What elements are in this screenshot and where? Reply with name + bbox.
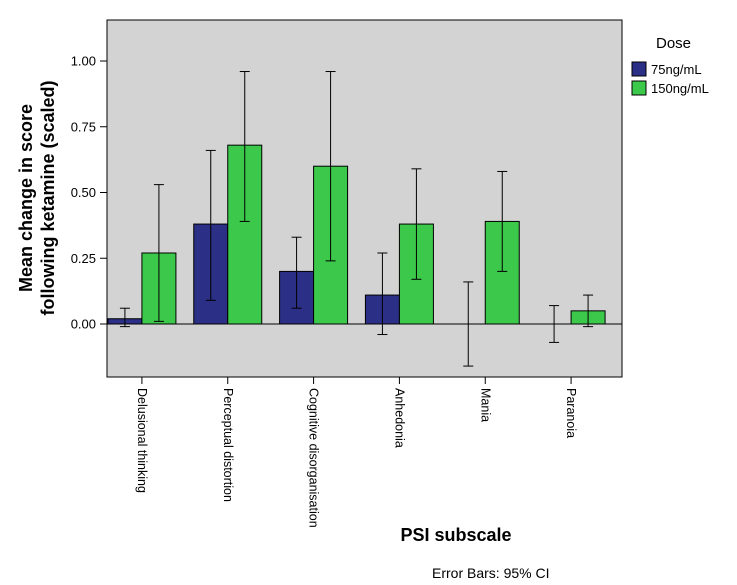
y-tick-label-2: 0.50 xyxy=(71,185,96,200)
x-axis: Delusional thinking Perceptual distortion… xyxy=(135,377,578,528)
y-tick-label-0: 0.00 xyxy=(71,317,96,332)
y-axis-title: Mean change in score following ketamine … xyxy=(16,80,58,315)
plot-area xyxy=(106,19,623,378)
x-tick-label-5: Paranoia xyxy=(564,388,578,438)
legend-label-1: 150ng/mL xyxy=(651,81,709,96)
y-tick-label-3: 0.75 xyxy=(71,119,96,134)
x-tick-label-3: Anhedonia xyxy=(392,388,406,448)
x-tick-label-1: Perceptual distortion xyxy=(221,388,235,502)
legend-swatch-1 xyxy=(631,80,647,96)
legend: Dose 75ng/mL 150ng/mL xyxy=(631,35,709,96)
y-axis: 0.00 0.25 0.50 0.75 1.00 xyxy=(71,54,107,332)
legend-title: Dose xyxy=(656,35,691,52)
error-bars-note: Error Bars: 95% CI xyxy=(432,565,549,581)
x-tick-label-4: Mania xyxy=(478,388,492,422)
x-tick-label-2: Cognitive disorganisation xyxy=(307,388,321,528)
error-bars-group xyxy=(119,71,594,367)
y-tick-label-1: 0.25 xyxy=(71,251,96,266)
legend-swatch-0 xyxy=(631,61,647,77)
y-axis-title-line2: following ketamine (scaled) xyxy=(38,80,58,315)
x-axis-title: PSI subscale xyxy=(400,525,511,545)
y-tick-label-4: 1.00 xyxy=(71,54,96,69)
y-axis-title-line1: Mean change in score xyxy=(16,104,36,292)
x-tick-label-0: Delusional thinking xyxy=(135,388,149,493)
legend-label-0: 75ng/mL xyxy=(651,62,702,77)
